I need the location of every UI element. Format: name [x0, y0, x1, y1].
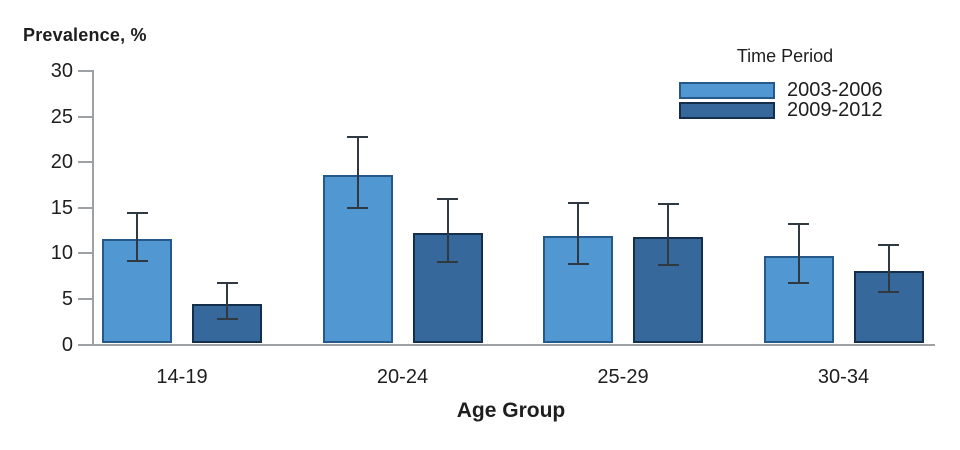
x-axis-line — [79, 343, 935, 346]
y-tick — [78, 206, 92, 209]
y-tick-label: 25 — [50, 105, 73, 128]
legend-swatch-2003-2006 — [679, 82, 775, 99]
error-bar-cap-bottom — [347, 206, 368, 209]
error-bar-line — [887, 244, 890, 291]
error-bar-line — [446, 197, 449, 261]
error-bar-cap-top — [657, 203, 679, 206]
legend-swatch-2009-2012 — [679, 102, 775, 119]
error-bar-cap-bottom — [437, 260, 458, 263]
y-tick — [78, 70, 92, 73]
error-bar-cap-bottom — [657, 264, 679, 267]
y-tick — [78, 115, 92, 118]
error-bar-line — [356, 135, 359, 207]
error-bar-cap-bottom — [878, 290, 899, 293]
error-bar-line — [667, 203, 669, 265]
x-category-label: 20-24 — [376, 366, 429, 388]
y-tick — [78, 343, 92, 346]
error-bar-cap-bottom — [216, 317, 238, 320]
error-bar-cap-top — [126, 212, 148, 215]
x-axis-title: Age Group — [456, 399, 566, 422]
error-bar-cap-top — [788, 223, 809, 226]
error-bar-cap-top — [347, 135, 368, 138]
error-bar-line — [136, 212, 138, 260]
error-bar-line — [226, 282, 228, 318]
error-bar-cap-bottom — [788, 281, 809, 284]
error-bar-cap-top — [878, 244, 899, 247]
error-bar-line — [577, 202, 579, 264]
error-bar-cap-top — [437, 197, 458, 200]
y-tick-label: 20 — [50, 151, 73, 174]
error-bar-cap-bottom — [567, 263, 589, 266]
y-tick — [78, 252, 92, 255]
y-axis-title: Prevalence, % — [23, 25, 147, 45]
y-tick — [78, 297, 92, 300]
error-bar-cap-bottom — [126, 259, 148, 262]
legend-label: 2009-2012 — [787, 99, 883, 121]
x-category-label: 14-19 — [156, 366, 208, 388]
error-bar-cap-top — [216, 282, 238, 285]
y-tick-label: 0 — [61, 333, 73, 356]
y-tick-label: 15 — [50, 196, 73, 219]
y-tick-label: 5 — [61, 287, 73, 310]
x-category-label: 30-34 — [817, 366, 870, 388]
y-tick — [78, 161, 92, 164]
y-axis-line — [91, 70, 94, 346]
y-tick-label: 30 — [50, 60, 73, 83]
x-category-label: 25-29 — [597, 366, 649, 388]
error-bar-line — [797, 223, 800, 282]
legend-label: 2003-2006 — [787, 79, 883, 101]
legend-title: Time Period — [736, 46, 834, 66]
error-bar-cap-top — [567, 202, 589, 205]
y-tick-label: 10 — [50, 242, 73, 265]
